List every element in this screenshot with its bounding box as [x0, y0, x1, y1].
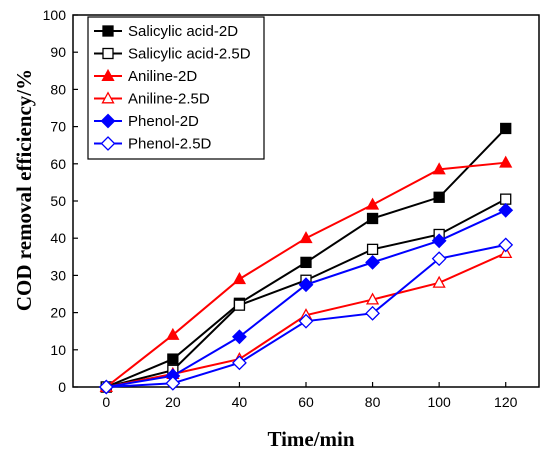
data-point: [498, 237, 514, 253]
y-tick-label: 80: [50, 81, 66, 97]
data-point: [102, 25, 114, 37]
y-tick-label: 100: [43, 7, 67, 23]
data-point: [233, 299, 246, 311]
data-point: [432, 162, 446, 175]
x-tick-label: 120: [494, 394, 518, 410]
y-tick-label: 90: [50, 44, 66, 60]
x-tick-label: 100: [427, 394, 451, 410]
legend-box: [87, 16, 265, 160]
data-point: [365, 292, 380, 305]
data-point: [433, 191, 445, 203]
data-point: [232, 355, 247, 371]
legend-label: Phenol-2D: [128, 113, 199, 130]
data-point: [365, 197, 380, 210]
y-tick-label: 50: [50, 193, 66, 209]
y-tick-label: 60: [50, 156, 66, 172]
data-point: [167, 353, 179, 365]
data-point: [366, 243, 379, 256]
y-axis-title: COD removal efficiency/%: [12, 69, 36, 311]
x-tick-label: 20: [165, 394, 181, 410]
data-point: [300, 256, 312, 269]
data-point: [298, 277, 314, 293]
x-tick-label: 80: [365, 394, 381, 410]
series-0: [100, 122, 512, 393]
data-point: [365, 305, 380, 321]
legend-label: Aniline-2.5D: [128, 91, 210, 108]
x-axis-title: Time/min: [267, 427, 354, 451]
data-point: [366, 212, 379, 225]
data-point: [101, 68, 115, 81]
data-point: [499, 245, 513, 259]
y-tick-label: 70: [50, 119, 66, 135]
data-point: [431, 233, 447, 249]
data-point: [166, 327, 180, 340]
data-point: [499, 155, 513, 168]
data-point: [500, 193, 512, 205]
y-tick-label: 0: [58, 379, 66, 395]
y-tick-label: 20: [50, 305, 66, 321]
data-point: [365, 254, 380, 270]
legend-item: Aniline-2D: [94, 68, 197, 85]
x-tick-label: 40: [232, 394, 248, 410]
series-5: [98, 237, 514, 395]
data-point: [100, 136, 116, 151]
data-point: [165, 375, 181, 391]
legend-item: Phenol-2.5D: [94, 136, 212, 153]
legend-label: Salicylic acid-2.5D: [128, 46, 251, 63]
data-point: [432, 275, 446, 288]
legend-label: Aniline-2D: [128, 68, 197, 85]
data-point: [500, 122, 512, 135]
legend-item: Phenol-2D: [94, 113, 199, 130]
x-tick-label: 60: [298, 394, 314, 410]
data-point: [298, 313, 314, 329]
legend-item: Aniline-2.5D: [94, 91, 210, 108]
legend-item: Salicylic acid-2D: [94, 23, 238, 40]
legend-item: Salicylic acid-2.5D: [94, 46, 251, 63]
data-point: [431, 251, 447, 267]
series-line: [106, 198, 507, 388]
data-point: [101, 91, 115, 104]
x-tick-label: 0: [102, 394, 110, 410]
data-point: [232, 272, 247, 285]
y-tick-label: 40: [50, 230, 66, 246]
data-point: [98, 379, 114, 395]
data-point: [498, 202, 514, 218]
legend-label: Phenol-2.5D: [128, 136, 212, 153]
data-point: [100, 113, 116, 129]
y-tick-label: 30: [50, 267, 66, 283]
y-tick-label: 10: [50, 342, 66, 358]
legend-label: Salicylic acid-2D: [128, 23, 238, 40]
series-2: [99, 155, 513, 392]
data-point: [232, 329, 247, 345]
data-point: [102, 47, 114, 60]
data-point: [299, 231, 313, 244]
